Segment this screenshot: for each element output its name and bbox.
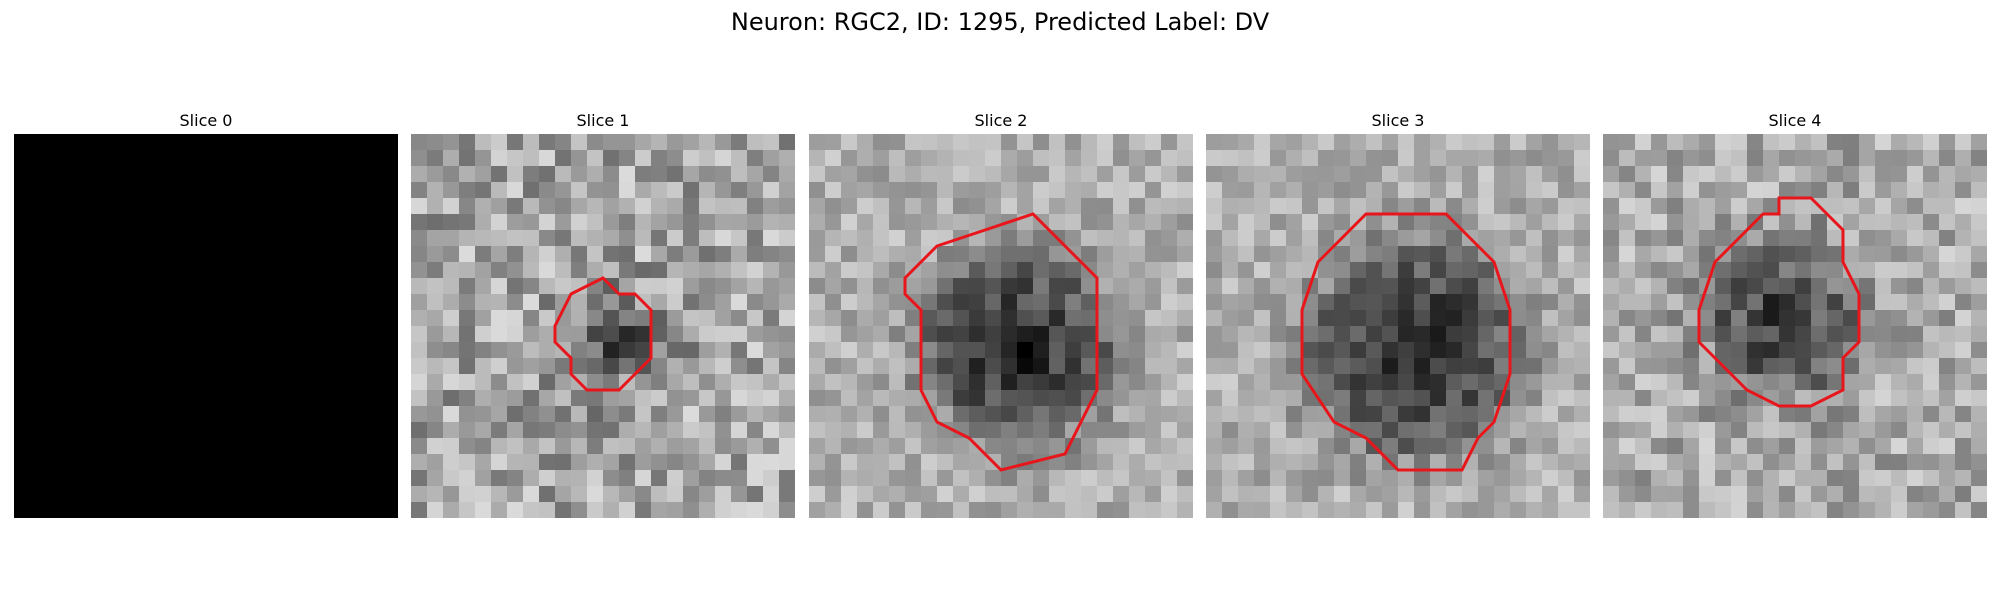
slice-panel-1: Slice 1	[411, 108, 795, 518]
slice-image	[411, 134, 795, 518]
cell-outline	[553, 276, 653, 392]
slice-title: Slice 0	[179, 111, 233, 130]
slice-panel-3: Slice 3	[1206, 108, 1590, 518]
slice-panel-0: Slice 0	[14, 108, 398, 518]
slice-title: Slice 3	[1371, 111, 1425, 130]
slice-image	[1206, 134, 1590, 518]
slice-image	[1603, 134, 1987, 518]
slice-panel-2: Slice 2	[809, 108, 1193, 518]
slice-image	[809, 134, 1193, 518]
figure-title: Neuron: RGC2, ID: 1295, Predicted Label:…	[730, 8, 1270, 36]
slice-title: Slice 4	[1768, 111, 1822, 130]
slice-title: Slice 1	[576, 111, 630, 130]
cell-outline	[903, 212, 1099, 472]
cell-outline	[1697, 196, 1861, 408]
cell-outline	[1300, 212, 1512, 472]
slice-title: Slice 2	[974, 111, 1028, 130]
slice-panel-4: Slice 4	[1603, 108, 1987, 518]
slice-image	[14, 134, 398, 518]
